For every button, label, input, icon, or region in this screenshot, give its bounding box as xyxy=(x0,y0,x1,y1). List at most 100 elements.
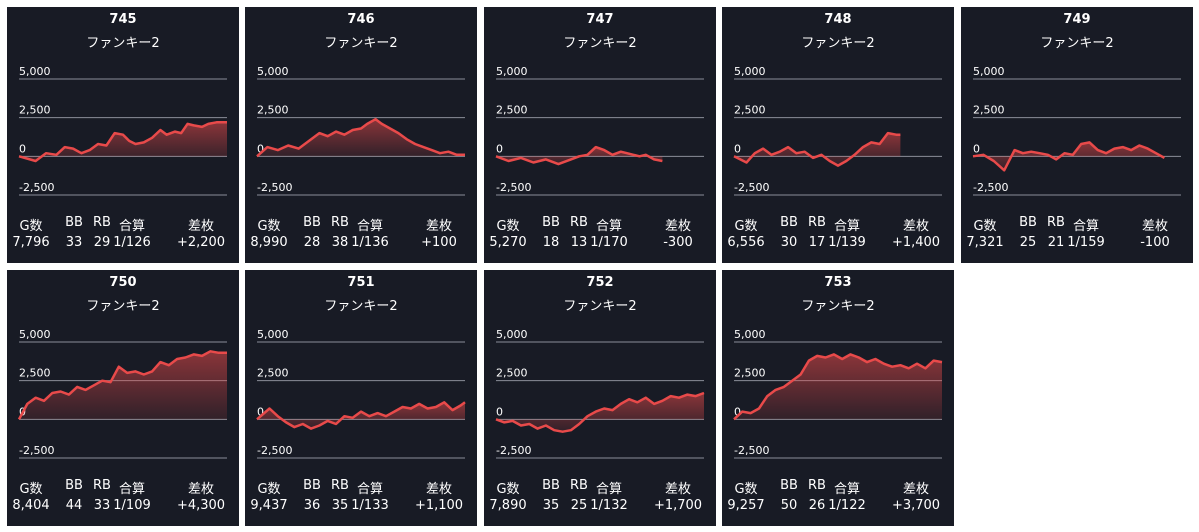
rb-count-value: 38 xyxy=(331,235,349,250)
coin-diff-value: +4,300 xyxy=(176,498,226,513)
series-area xyxy=(734,354,942,420)
rb-count-header: RB xyxy=(808,215,826,230)
machine-number: 747 xyxy=(586,12,614,27)
coin-diff-header: 差枚 xyxy=(425,482,453,497)
combined-rate-value: 1/170 xyxy=(590,235,628,250)
machine-card[interactable]: 749 ファンキー2 5,000 2,500 0 -2,500 G数 BB RB 合算 差枚 7,32… xyxy=(961,7,1193,263)
combined-rate-header: 合算 xyxy=(118,219,146,234)
machine-card[interactable]: 751 ファンキー2 5,000 2,500 0 -2,500 G数 BB RB 合算 差枚 9,43… xyxy=(245,270,477,526)
rb-count-value: 33 xyxy=(93,498,111,513)
machine-card[interactable]: 752 ファンキー2 5,000 2,500 0 -2,500 G数 BB RB 合算 差枚 7,89… xyxy=(484,270,716,526)
machine-card[interactable]: 753 ファンキー2 5,000 2,500 0 -2,500 G数 BB RB 合算 差枚 9,25… xyxy=(722,270,954,526)
machine-card[interactable]: 746 ファンキー2 5,000 2,500 0 -2,500 G数 BB RB 合算 差枚 8,99… xyxy=(245,7,477,263)
coin-diff-header: 差枚 xyxy=(425,219,453,234)
stats-table: G数 BB RB 合算 差枚 6,556 30 17 1/139 +1,400 xyxy=(722,215,954,255)
machine-number: 749 xyxy=(1063,12,1091,27)
stats-header-row: G数 BB RB 合算 差枚 xyxy=(7,215,239,235)
machine-number: 746 xyxy=(347,12,375,27)
y-tick-label: 2,500 xyxy=(19,104,51,117)
series-area xyxy=(257,119,465,157)
stats-value-row: 7,890 35 25 1/132 +1,700 xyxy=(484,498,716,518)
machine-model-name: ファンキー2 xyxy=(1040,36,1114,51)
machine-model-name: ファンキー2 xyxy=(563,299,637,314)
series-area xyxy=(734,133,901,166)
rb-count-value: 29 xyxy=(93,235,111,250)
rb-count-header: RB xyxy=(331,215,349,230)
y-tick-label: 0 xyxy=(734,405,741,418)
bb-count-value: 33 xyxy=(65,235,83,250)
y-tick-label: 5,000 xyxy=(734,65,766,78)
coin-diff-value: -300 xyxy=(663,235,693,250)
machine-card[interactable]: 747 ファンキー2 5,000 2,500 0 -2,500 G数 BB RB 合算 差枚 5,27… xyxy=(484,7,716,263)
games-count-value: 7,321 xyxy=(966,235,1004,250)
y-tick-label: -2,500 xyxy=(973,181,1008,194)
coin-diff-value: -100 xyxy=(1140,235,1170,250)
machine-number: 752 xyxy=(586,275,614,290)
machine-number: 748 xyxy=(824,12,852,27)
stats-table: G数 BB RB 合算 差枚 7,796 33 29 1/126 +2,200 xyxy=(7,215,239,255)
series-line xyxy=(972,141,1166,172)
stats-value-row: 7,321 25 21 1/159 -100 xyxy=(961,235,1193,255)
y-tick-label: 5,000 xyxy=(19,65,51,78)
machine-model-name: ファンキー2 xyxy=(324,36,398,51)
series-line xyxy=(256,401,466,430)
y-tick-label: 5,000 xyxy=(734,328,766,341)
coin-diff-header: 差枚 xyxy=(664,219,692,234)
y-tick-label: -2,500 xyxy=(496,444,531,457)
games-count-header: G数 xyxy=(496,219,520,234)
stats-table: G数 BB RB 合算 差枚 9,257 50 26 1/122 +3,700 xyxy=(722,478,954,518)
machine-card[interactable]: 748 ファンキー2 5,000 2,500 0 -2,500 G数 BB RB 合算 差枚 6,55… xyxy=(722,7,954,263)
machine-model-name: ファンキー2 xyxy=(86,299,160,314)
y-tick-label: 5,000 xyxy=(257,65,289,78)
coin-diff-value: +100 xyxy=(421,235,457,250)
bb-count-value: 44 xyxy=(65,498,83,513)
combined-rate-value: 1/136 xyxy=(351,235,389,250)
coin-diff-header: 差枚 xyxy=(187,219,215,234)
stats-value-row: 8,404 44 33 1/109 +4,300 xyxy=(7,498,239,518)
bb-count-value: 28 xyxy=(303,235,321,250)
series-line xyxy=(256,117,465,158)
games-count-value: 7,796 xyxy=(12,235,50,250)
combined-rate-header: 合算 xyxy=(833,482,861,497)
rb-count-header: RB xyxy=(93,215,111,230)
y-tick-label: 0 xyxy=(257,405,264,418)
stats-header-row: G数 BB RB 合算 差枚 xyxy=(7,478,239,498)
stats-value-row: 9,257 50 26 1/122 +3,700 xyxy=(722,498,954,518)
combined-rate-header: 合算 xyxy=(833,219,861,234)
combined-rate-header: 合算 xyxy=(118,482,146,497)
bb-count-header: BB xyxy=(303,215,321,230)
bb-count-value: 25 xyxy=(1019,235,1037,250)
stats-table: G数 BB RB 合算 差枚 8,404 44 33 1/109 +4,300 xyxy=(7,478,239,518)
bb-count-header: BB xyxy=(780,478,798,493)
y-tick-label: 2,500 xyxy=(257,367,289,380)
series-line xyxy=(17,350,227,420)
coin-diff-header: 差枚 xyxy=(902,219,930,234)
coin-diff-value: +2,200 xyxy=(176,235,226,250)
y-tick-label: -2,500 xyxy=(257,181,292,194)
combined-rate-header: 合算 xyxy=(356,482,384,497)
games-count-value: 8,404 xyxy=(12,498,50,513)
y-tick-label: 0 xyxy=(257,142,264,155)
rb-count-header: RB xyxy=(570,478,588,493)
coin-diff-header: 差枚 xyxy=(1141,219,1169,234)
combined-rate-value: 1/133 xyxy=(351,498,389,513)
stats-table: G数 BB RB 合算 差枚 9,437 36 35 1/133 +1,100 xyxy=(245,478,477,518)
combined-rate-value: 1/109 xyxy=(113,498,151,513)
combined-rate-value: 1/132 xyxy=(590,498,628,513)
combined-rate-value: 1/126 xyxy=(113,235,151,250)
machine-card[interactable]: 750 ファンキー2 5,000 2,500 0 -2,500 G数 BB RB 合算 差枚 8,40… xyxy=(7,270,239,526)
games-count-header: G数 xyxy=(19,482,43,497)
bb-count-header: BB xyxy=(1019,215,1037,230)
y-tick-label: 2,500 xyxy=(19,367,51,380)
stats-header-row: G数 BB RB 合算 差枚 xyxy=(961,215,1193,235)
series-area xyxy=(496,147,663,165)
coin-diff-value: +1,400 xyxy=(891,235,941,250)
machine-card[interactable]: 745 ファンキー2 5,000 2,500 0 -2,500 G数 BB RB 合算 差枚 7,79… xyxy=(7,7,239,263)
stats-table: G数 BB RB 合算 差枚 7,890 35 25 1/132 +1,700 xyxy=(484,478,716,518)
